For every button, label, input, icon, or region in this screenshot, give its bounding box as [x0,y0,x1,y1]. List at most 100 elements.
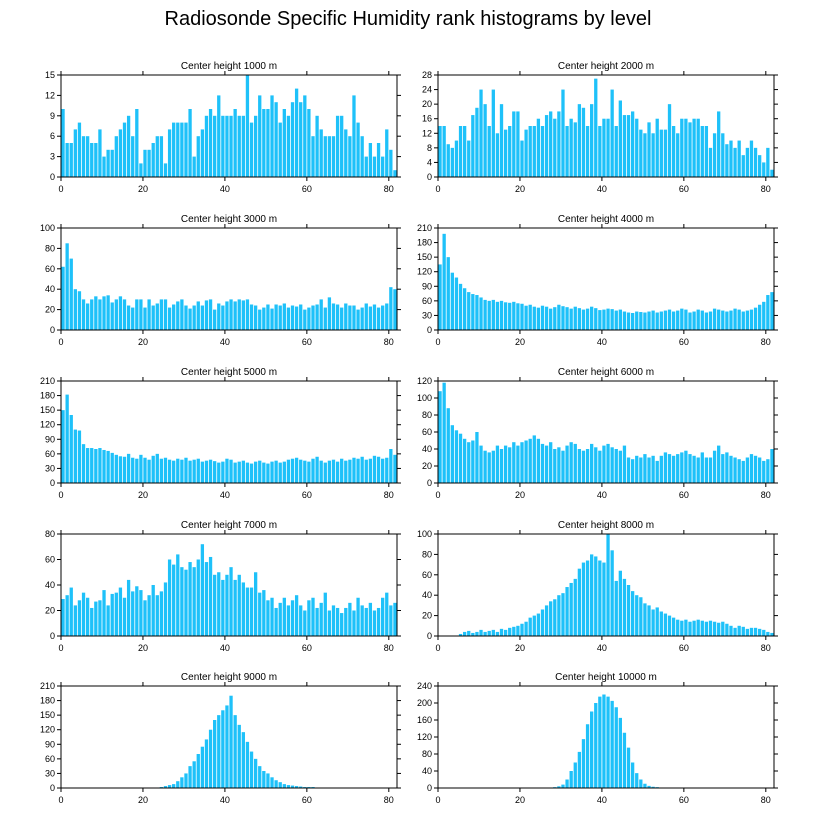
figure-title: Radiosonde Specific Humidity rank histog… [164,8,652,30]
plot-frame [437,533,775,637]
histogram-bar [262,590,266,636]
histogram-bar [163,163,168,177]
histogram-bar [106,149,110,177]
histogram-panel: Center height 7000 m 0 20 40 60 80 0 20 40 60 80 [45,520,401,653]
histogram-bar [520,623,524,636]
histogram-bar [655,312,659,330]
histogram-bar [266,463,270,483]
histogram-bar [606,534,610,636]
histogram-bar [376,143,381,177]
histogram-bar [708,620,713,636]
histogram-bar [90,607,94,636]
histogram-bar [184,569,188,636]
histogram-bar [553,599,557,636]
histogram-bar [639,457,643,483]
histogram-bar [618,717,622,789]
histogram-bar [438,126,442,177]
histogram-bar [90,299,94,330]
histogram-bar [208,299,213,330]
histogram-bar [753,455,758,483]
x-tick-label: 0 [58,643,63,653]
histogram-bar [188,308,192,330]
histogram-bar [602,445,606,483]
plot-frame [437,74,775,178]
histogram-bar [249,463,254,483]
histogram-bar [274,780,278,788]
histogram-bar [163,457,168,483]
panel-title: Center height 6000 m [558,367,654,378]
histogram-bar [155,303,159,330]
x-tick-label: 40 [597,795,607,805]
histogram-bar [581,562,586,636]
histogram-bar [172,784,176,788]
y-tick-label: 0 [50,172,55,182]
y-tick-label: 90 [45,434,55,444]
histogram-bar [475,631,479,636]
histogram-bar [635,773,639,789]
histogram-bar [524,621,528,636]
histogram-bar [512,301,516,330]
histogram-bar [253,461,258,483]
histogram-bar [151,455,155,483]
histogram-bar [770,449,774,483]
histogram-bar [483,450,487,483]
histogram-bar [286,307,291,330]
histogram-bar [368,306,373,330]
histogram-bar [192,305,196,330]
histogram-bar [348,602,352,636]
histogram-bar [221,115,225,177]
histogram-bar [618,570,622,636]
histogram-bar [557,304,561,330]
histogram-bar [126,115,131,177]
plot-frame [60,227,398,331]
plot-frame [437,685,775,789]
histogram-bar [483,299,487,330]
histogram-bar [590,554,594,636]
histogram-bar [385,303,389,330]
histogram-bar [389,149,393,177]
histogram-bar [688,621,692,636]
histogram-bar [479,445,483,483]
histogram-bar [540,443,545,483]
x-tick-label: 20 [138,643,148,653]
histogram-bar [721,133,725,177]
y-tick-label: 20 [45,606,55,616]
histogram-bar [569,442,573,483]
histogram-bar [606,443,610,483]
histogram-bar [704,126,709,177]
histogram-bar [311,597,315,636]
histogram-bar [229,299,233,330]
histogram-bar [81,592,86,636]
histogram-bar [717,445,721,483]
y-tick-label: 16 [422,114,432,124]
histogram-bar [630,459,635,483]
histogram-bar [381,305,385,330]
histogram-bar [159,591,164,637]
histogram-bar [253,758,258,788]
histogram-bar [151,585,155,636]
histogram-bar [676,619,680,636]
x-tick-label: 0 [58,337,63,347]
histogram-bar [184,305,188,330]
histogram-bar [758,628,762,636]
histogram-bar [667,309,672,330]
histogram-bar [524,305,528,330]
histogram-bar [266,304,270,330]
histogram-bar [294,786,299,788]
histogram-bar [626,747,631,789]
histogram-bar [467,140,471,177]
histogram-bar [307,461,311,483]
histogram-bar [663,452,668,483]
histogram-bar [327,297,332,330]
histogram-bar [225,115,229,177]
histogram-bar [131,457,135,483]
y-tick-label: 80 [422,549,432,559]
histogram-bar [508,126,512,177]
histogram-bar [340,458,344,483]
histogram-bar [85,136,90,177]
histogram-bar [540,609,545,636]
histogram-bar [614,449,618,483]
histogram-bar [344,607,348,636]
y-tick-label: 240 [417,681,432,691]
histogram-bar [626,457,631,483]
